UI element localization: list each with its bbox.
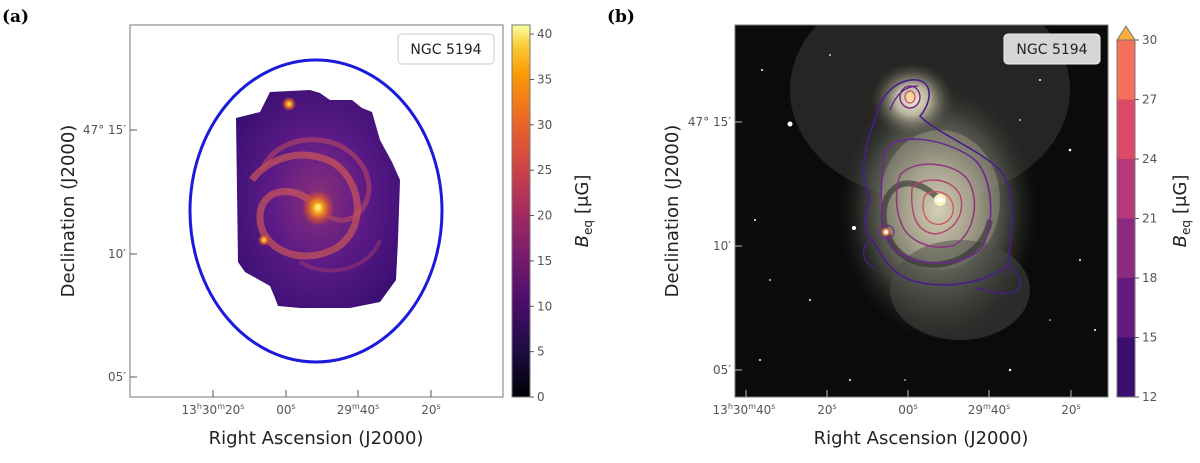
panel-b-colorbar-label: Beq[μG] bbox=[1170, 175, 1193, 248]
panel-a-colorbar: 0 5 10 15 20 25 30 35 40 Beq[μG] bbox=[511, 24, 595, 404]
panel-b-contours bbox=[862, 79, 1022, 295]
panel-b-x-tick-label: 00s bbox=[898, 402, 917, 417]
panel-b-y-ticks: 47° 15′ 10′ 05′ bbox=[688, 115, 742, 377]
panel-a-colorbar-ticks: 0 5 10 15 20 25 30 35 40 bbox=[530, 27, 552, 404]
panel-a-y-tick-label: 05′ bbox=[108, 370, 126, 384]
colorbar-band bbox=[1117, 99, 1135, 159]
panel-b-optical-image bbox=[754, 25, 1096, 381]
panel-a-beq-map bbox=[236, 90, 400, 308]
colorbar-tick-label: 12 bbox=[1142, 390, 1157, 404]
panel-a-legend: NGC 5194 bbox=[397, 33, 495, 65]
colorbar-tick-label: 15 bbox=[537, 254, 552, 268]
panel-b-x-tick-label: 20s bbox=[1061, 402, 1080, 417]
panel-b-x-ticks: 13h30m40s 20s 00s 29m40s 20s bbox=[713, 390, 1081, 417]
panel-b-colorbar-bands bbox=[1117, 40, 1135, 397]
panel-a-y-tick-label: 10′ bbox=[108, 247, 126, 261]
colorbar-band bbox=[1117, 40, 1135, 100]
panel-b-legend-text: NGC 5194 bbox=[1016, 42, 1087, 58]
colorbar-tick-label: 15 bbox=[1142, 331, 1157, 345]
colorbar-tick-label: 10 bbox=[537, 299, 552, 313]
panel-b-y-tick-label: 10′ bbox=[713, 239, 731, 253]
panel-a-letter: (a) bbox=[2, 7, 29, 27]
panel-a-ylabel: Declination (J2000) bbox=[58, 125, 79, 298]
panel-b: (b) bbox=[607, 7, 1193, 449]
colorbar-tick-label: 21 bbox=[1142, 212, 1157, 226]
colorbar-tick-label: 0 bbox=[537, 390, 545, 404]
colorbar-tick-label: 27 bbox=[1142, 93, 1157, 107]
colorbar-tick-label: 5 bbox=[537, 345, 545, 359]
colorbar-band bbox=[1117, 278, 1135, 338]
colorbar-tick-label: 30 bbox=[537, 118, 552, 132]
panel-b-xlabel: Right Ascension (J2000) bbox=[814, 428, 1029, 449]
panel-a-x-tick-label: 13h30m20s bbox=[182, 402, 245, 417]
colorbar-band bbox=[1117, 337, 1135, 397]
panel-b-ylabel: Declination (J2000) bbox=[662, 125, 683, 298]
panel-a-x-tick-label: 29m40s bbox=[337, 402, 380, 417]
colorbar-tick-label: 35 bbox=[537, 72, 552, 86]
colorbar-tick-label: 25 bbox=[537, 163, 552, 177]
panel-b-x-tick-label: 20s bbox=[817, 402, 836, 417]
panel-a-colorbar-label: Beq[μG] bbox=[572, 175, 595, 248]
panel-a-x-tick-label: 20s bbox=[421, 402, 440, 417]
panel-a-y-tick-label: 47° 15′ bbox=[83, 123, 126, 137]
panel-b-y-tick-label: 05′ bbox=[713, 363, 731, 377]
panel-b-colorbar-ticks: 12 15 18 21 24 27 30 bbox=[1135, 33, 1157, 404]
colorbar-tick-label: 30 bbox=[1142, 33, 1157, 47]
panel-a-x-ticks: 13h30m20s 00s 29m40s 20s bbox=[182, 390, 441, 417]
panel-a-x-tick-label: 00s bbox=[276, 402, 295, 417]
panel-a-y-ticks: 47° 15′ 10′ 05′ bbox=[83, 123, 137, 384]
colorbar-band bbox=[1117, 218, 1135, 278]
colorbar-tick-label: 18 bbox=[1142, 271, 1157, 285]
panel-b-x-tick-label: 13h30m40s bbox=[713, 402, 776, 417]
colorbar-band bbox=[1117, 159, 1135, 219]
panel-b-colorbar: 12 15 18 21 24 27 30 Beq[μG] bbox=[1116, 25, 1193, 404]
panel-a-ellipse bbox=[188, 58, 444, 364]
panel-a: (a) NGC 5194 47° 15′ 10′ 0 5 bbox=[2, 7, 595, 449]
colorbar-tick-label: 20 bbox=[537, 209, 552, 223]
colorbar-tick-label: 40 bbox=[537, 27, 552, 41]
panel-a-legend-text: NGC 5194 bbox=[410, 42, 481, 58]
colorbar-tick-label: 24 bbox=[1142, 152, 1157, 166]
panel-b-legend: NGC 5194 bbox=[1003, 33, 1101, 65]
panel-b-colorbar-extend-arrow bbox=[1116, 25, 1136, 41]
panel-a-xlabel: Right Ascension (J2000) bbox=[209, 428, 424, 449]
panel-b-x-tick-label: 29m40s bbox=[968, 402, 1011, 417]
panel-b-y-tick-label: 47° 15′ bbox=[688, 115, 731, 129]
panel-b-letter: (b) bbox=[607, 7, 635, 27]
